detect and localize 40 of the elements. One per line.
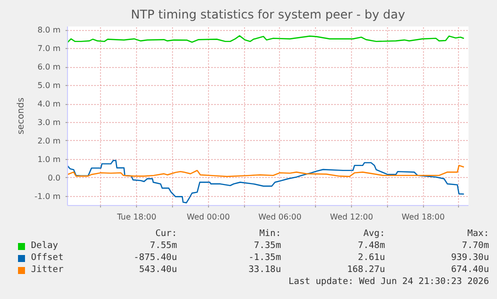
x-tick-label: Wed 18:00: [402, 212, 445, 222]
text: 168.27u: [347, 265, 385, 276]
text: 939.30u: [451, 253, 489, 264]
legend-label: Offset: [31, 253, 64, 264]
y-tick-label: 8.0 m: [37, 26, 61, 35]
legend-label: Delay: [31, 241, 58, 252]
chart-title: NTP timing statistics for system peer - by day: [130, 8, 406, 22]
text: 674.40u: [451, 265, 489, 276]
y-tick-label: 3.0 m: [37, 118, 61, 127]
text: -875.40u: [134, 253, 177, 264]
text: -1.35m: [248, 253, 281, 264]
text: 33.18u: [248, 265, 281, 276]
y-tick-label: 2.0 m: [37, 136, 61, 146]
legend-label: Jitter: [31, 265, 64, 276]
text: 543.40u: [139, 265, 177, 276]
text: Min:: [259, 229, 281, 240]
text: Cur:: [155, 229, 177, 240]
text: Max:: [467, 229, 489, 240]
y-tick-label: 1.0 m: [37, 154, 61, 164]
y-tick-label: 7.0 m: [37, 44, 61, 54]
x-tick-label: Wed 00:00: [186, 212, 230, 222]
text: 2.61u: [358, 253, 385, 264]
text: 7.35m: [254, 241, 281, 252]
y-tick-label: 6.0 m: [37, 62, 61, 72]
x-tick-label: Wed 06:00: [258, 212, 302, 222]
y-tick-label: 5.0 m: [37, 81, 61, 90]
text: Avg:: [363, 229, 385, 240]
x-tick-label: Tue 18:00: [116, 212, 156, 222]
line-series: [68, 160, 465, 204]
text: 7.48m: [358, 241, 385, 252]
y-tick-label: 0.0: [48, 173, 61, 182]
text: 7.70m: [462, 241, 489, 252]
line-series: [68, 35, 465, 43]
text: 7.55m: [150, 241, 177, 252]
y-tick-label: -1.0 m: [34, 192, 61, 201]
x-tick-label: Wed 12:00: [330, 212, 374, 222]
y-tick-label: 4.0 m: [37, 100, 61, 109]
text: Last update: Wed Jun 24 21:30:23 2026: [288, 277, 489, 288]
y-axis-title: seconds: [16, 97, 27, 134]
line-series: [68, 164, 465, 178]
